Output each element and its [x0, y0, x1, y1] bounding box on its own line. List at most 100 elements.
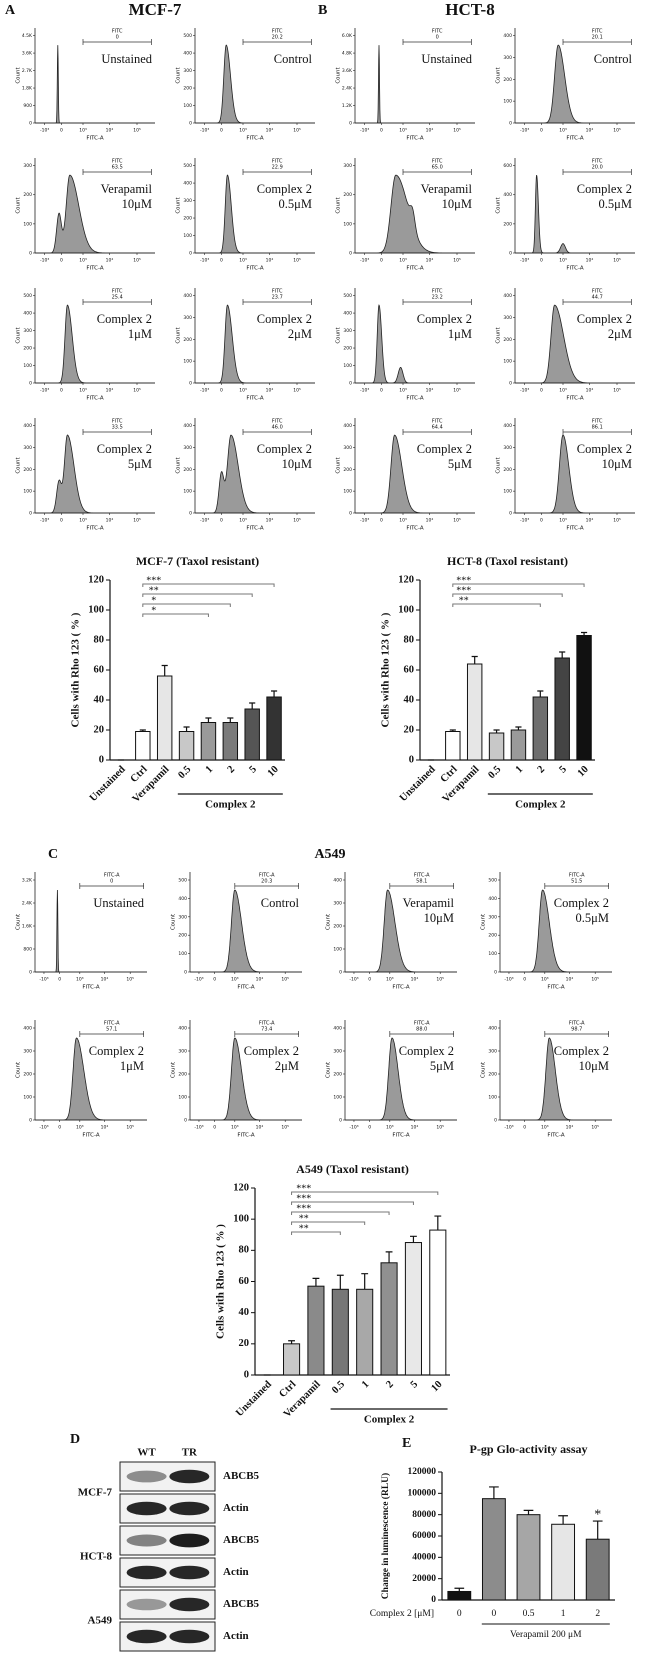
sample-label: Control: [594, 52, 633, 66]
y-tick-label: 0: [494, 970, 497, 976]
gate-value: 86.1: [592, 425, 603, 431]
bar: [331, 1288, 349, 1376]
x-tick-label: 2: [536, 764, 547, 775]
x-tick-label: -10³: [504, 1125, 513, 1131]
y-axis-label: Count: [176, 66, 182, 83]
error-bar: [489, 1486, 499, 1499]
y-tick-label: 120: [233, 1182, 249, 1193]
x-tick-label: 10⁴: [586, 388, 594, 394]
x-tick-label: -10³: [520, 128, 529, 134]
gate-name: FITC-A: [414, 1021, 430, 1027]
x-tick-label: 10⁴: [256, 977, 264, 983]
y-tick-label: 0: [189, 381, 192, 387]
error-bar: [227, 717, 234, 723]
error-bar: [139, 729, 146, 732]
significance-label: ***: [296, 1193, 311, 1204]
x-tick-label: 0: [540, 518, 543, 524]
panel-letter: B: [318, 3, 327, 18]
y-tick-label: 400: [343, 311, 352, 317]
x-tick-label: 2: [595, 1609, 600, 1619]
y-tick-label: 400: [488, 1026, 497, 1032]
x-tick-label: 0: [220, 518, 223, 524]
gate-value: 33.5: [112, 425, 123, 431]
x-tick-label: -10³: [360, 518, 369, 524]
y-tick-label: 300: [488, 1049, 497, 1055]
sample-label: 10μM: [282, 457, 312, 471]
error-bar: [410, 1235, 417, 1243]
significance-bracket: [291, 1211, 390, 1215]
y-tick-label: 200: [333, 1072, 342, 1078]
gate-name: FITC: [432, 159, 443, 165]
y-tick-label: 0: [509, 251, 512, 257]
x-axis-label: FITC-A: [237, 1133, 255, 1139]
x-tick-label: 10⁵: [133, 518, 141, 524]
y-tick-label: 400: [183, 293, 192, 299]
significance-label: ***: [146, 575, 161, 586]
x-tick-label: 0: [523, 1125, 526, 1131]
significance-label: ***: [296, 1183, 311, 1194]
x-tick-label: 0: [540, 258, 543, 264]
y-tick-label: 1.2K: [342, 103, 353, 109]
x-axis-label: FITC-A: [566, 266, 584, 272]
y-tick-label: 0: [189, 121, 192, 127]
y-tick-label: 100: [503, 489, 512, 495]
bar: [447, 1590, 472, 1601]
blot-band: [126, 1565, 167, 1580]
x-tick-label: 0.5: [330, 1379, 347, 1396]
x-tick-label: 10⁵: [281, 977, 289, 983]
protein-label: ABCB5: [223, 1534, 260, 1546]
x-tick-label: 10³: [541, 977, 549, 983]
gate-value: 98.7: [571, 1027, 582, 1033]
gate-value: 0: [110, 879, 113, 885]
sample-label: 10μM: [602, 457, 632, 471]
y-tick-label: 400: [178, 896, 187, 902]
y-tick-label: 0: [494, 1118, 497, 1124]
bar: [481, 1498, 506, 1601]
sample-label: Complex 2: [257, 442, 312, 456]
y-tick-label: 0: [29, 121, 32, 127]
y-tick-label: 500: [183, 163, 192, 169]
x-tick-label: 10⁵: [133, 258, 141, 264]
x-axis-label: FITC-A: [547, 985, 565, 991]
gate-value: 20.3: [261, 879, 272, 885]
gate-value: 46.0: [272, 425, 283, 431]
gate: [544, 883, 609, 889]
x-tick-label: 0: [220, 388, 223, 394]
gate-name: FITC: [592, 289, 603, 295]
x-tick-label: 0: [220, 128, 223, 134]
panel-letter: A: [5, 3, 16, 18]
bar: [307, 1285, 325, 1376]
x-tick-label: 2: [384, 1379, 395, 1390]
group-label: Complex 2: [364, 1414, 415, 1426]
gate-value: 23.7: [272, 295, 283, 301]
sample-label: Unstained: [101, 52, 152, 66]
gate-name: FITC: [112, 159, 123, 165]
gate-value: 57.1: [106, 1027, 117, 1033]
gate: [389, 883, 454, 889]
x-tick-label: 10⁵: [436, 1125, 444, 1131]
bar: [466, 663, 483, 761]
x-tick-label: 0.5: [523, 1609, 535, 1619]
x-tick-label: -10³: [200, 388, 209, 394]
x-tick-label: 1: [561, 1609, 566, 1619]
y-tick-label: 100: [183, 233, 192, 239]
x-tick-label: 0: [213, 1125, 216, 1131]
y-tick-label: 40: [239, 1307, 250, 1318]
y-tick-label: 200: [23, 1072, 32, 1078]
x-tick-label: 10⁴: [411, 1125, 419, 1131]
y-tick-label: 100: [398, 604, 414, 615]
gate-value: 64.4: [432, 425, 443, 431]
x-tick-label: 10³: [559, 388, 567, 394]
x-tick-label: -10³: [520, 518, 529, 524]
error-bar: [581, 631, 588, 636]
x-tick-label: Unstained: [88, 764, 128, 804]
gate-value: 25.4: [112, 295, 123, 301]
sample-label: Control: [274, 52, 313, 66]
x-tick-label: Ctrl: [277, 1379, 298, 1400]
y-tick-label: 300: [183, 315, 192, 321]
bar: [283, 1343, 301, 1376]
sample-label: Complex 2: [244, 1044, 299, 1058]
y-tick-label: 300: [23, 445, 32, 451]
error-bar: [312, 1277, 320, 1287]
gate-value: 65.0: [432, 165, 443, 171]
